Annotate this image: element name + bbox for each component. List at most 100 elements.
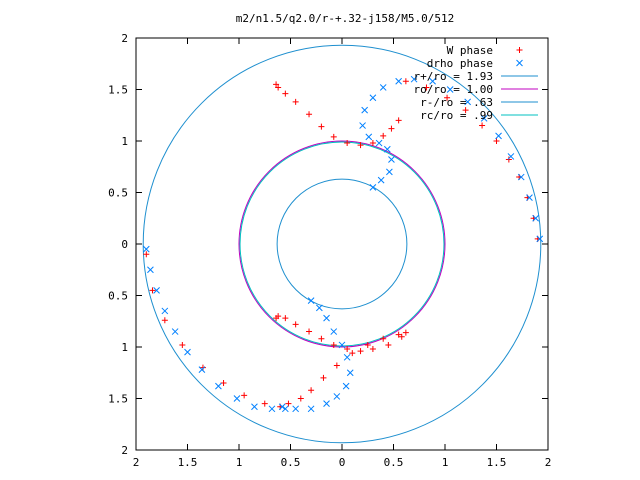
marker-stroke (517, 173, 525, 181)
marker-stroke (306, 111, 313, 118)
marker-stroke (251, 403, 258, 411)
drho-phase-point (369, 94, 377, 102)
marker-stroke (377, 176, 385, 184)
marker-stroke (462, 107, 469, 114)
marker-stroke (410, 75, 418, 83)
drho-phase-point (410, 75, 418, 83)
x-tick-label: 1.5 (178, 456, 198, 469)
y-tick-label: 0.5 (108, 187, 128, 200)
marker-stroke (379, 84, 387, 91)
w-phase-point (357, 142, 364, 149)
w-phase-point (161, 317, 168, 324)
drho-phase-point (315, 304, 323, 312)
marker-stroke (143, 251, 150, 258)
drho-phase-point (388, 156, 395, 163)
marker-stroke (536, 235, 544, 243)
x-tick-label: 0.5 (384, 456, 404, 469)
marker-stroke (395, 117, 402, 124)
drho-phase-point (147, 266, 154, 274)
marker-stroke (388, 156, 395, 163)
drho-phase-point (342, 382, 350, 390)
drho-phase-point (142, 245, 150, 253)
drho-phase-point (359, 122, 366, 129)
w-phase-point (179, 341, 186, 348)
marker-stroke (402, 329, 409, 336)
w-phase-point (395, 331, 402, 338)
marker-stroke (292, 321, 299, 328)
marker-stroke (464, 98, 472, 106)
drho-phase-point (343, 353, 351, 361)
marker-stroke (161, 307, 169, 315)
marker-stroke (184, 348, 191, 356)
w-phase-point (320, 374, 327, 381)
y-tick-label: 2 (121, 444, 128, 457)
drho-phase-point (323, 400, 330, 408)
x-tick-label: 0 (339, 456, 346, 469)
w-phase-point (297, 395, 304, 402)
w-phase-point (444, 94, 451, 101)
marker-stroke (282, 90, 289, 97)
drho-phase-point (446, 86, 454, 93)
marker-stroke (297, 395, 304, 402)
marker-stroke (273, 81, 280, 88)
marker-stroke (278, 403, 286, 411)
w-phase-point (275, 84, 282, 91)
marker-stroke (369, 140, 376, 147)
drho-phase-point (333, 393, 341, 400)
w-phase-point (241, 392, 248, 399)
drho-phase-point (526, 194, 533, 202)
drho-phase-point (184, 348, 191, 356)
w-phase-point (357, 348, 364, 355)
y-tick-label: 1 (121, 135, 128, 148)
marker-stroke (330, 328, 338, 335)
drho-phase-point (383, 145, 391, 153)
drho-phase-point (171, 328, 179, 335)
drho-phase-point (161, 307, 169, 315)
marker-stroke (330, 133, 337, 140)
legend-label: r+/ro = 1.93 (414, 70, 493, 83)
marker-stroke (446, 86, 454, 93)
drho-phase-point (307, 297, 315, 305)
marker-stroke (505, 156, 512, 163)
drho-phase-point (215, 382, 222, 390)
w-phase-point (292, 321, 299, 328)
w-phase-point (149, 287, 156, 294)
w-phase-point (385, 341, 392, 348)
marker-stroke (215, 382, 222, 390)
marker-stroke (383, 145, 391, 153)
marker-stroke (507, 153, 515, 160)
marker-stroke (349, 350, 356, 357)
marker-stroke (444, 94, 451, 101)
marker-stroke (307, 405, 315, 413)
w-phase-point (398, 333, 405, 340)
y-tick-label: 1.5 (108, 393, 128, 406)
drho-phase-point (365, 133, 373, 141)
marker-stroke (526, 194, 533, 202)
marker-stroke (365, 133, 373, 141)
y-tick-label: 0.5 (108, 290, 128, 303)
drho-phase-point (233, 395, 241, 402)
y-tick-label: 0 (121, 238, 128, 251)
w-phase-point (143, 251, 150, 258)
drho-phase-point (377, 176, 385, 184)
drho-phase-point (495, 132, 502, 140)
drho-phase-point (268, 405, 276, 413)
chart-title: m2/n1.5/q2.0/r-+.32-j158/M5.0/512 (236, 12, 455, 25)
marker-stroke (147, 266, 154, 274)
marker-stroke (161, 317, 168, 324)
marker-stroke (361, 106, 369, 114)
marker-stroke (369, 346, 376, 353)
drho-phase-point (338, 341, 346, 349)
w-phase-point (285, 400, 292, 407)
w-phase-point (220, 380, 227, 387)
marker-stroke (395, 331, 402, 338)
drho-phase-point (361, 106, 369, 114)
marker-stroke (385, 341, 392, 348)
marker-stroke (171, 328, 179, 335)
reference-circle (239, 141, 445, 347)
drho-phase-point (369, 183, 377, 191)
w-phase-point (282, 90, 289, 97)
w-phase-point (273, 81, 280, 88)
w-phase-point (344, 140, 351, 147)
w-phase-point (369, 140, 376, 147)
